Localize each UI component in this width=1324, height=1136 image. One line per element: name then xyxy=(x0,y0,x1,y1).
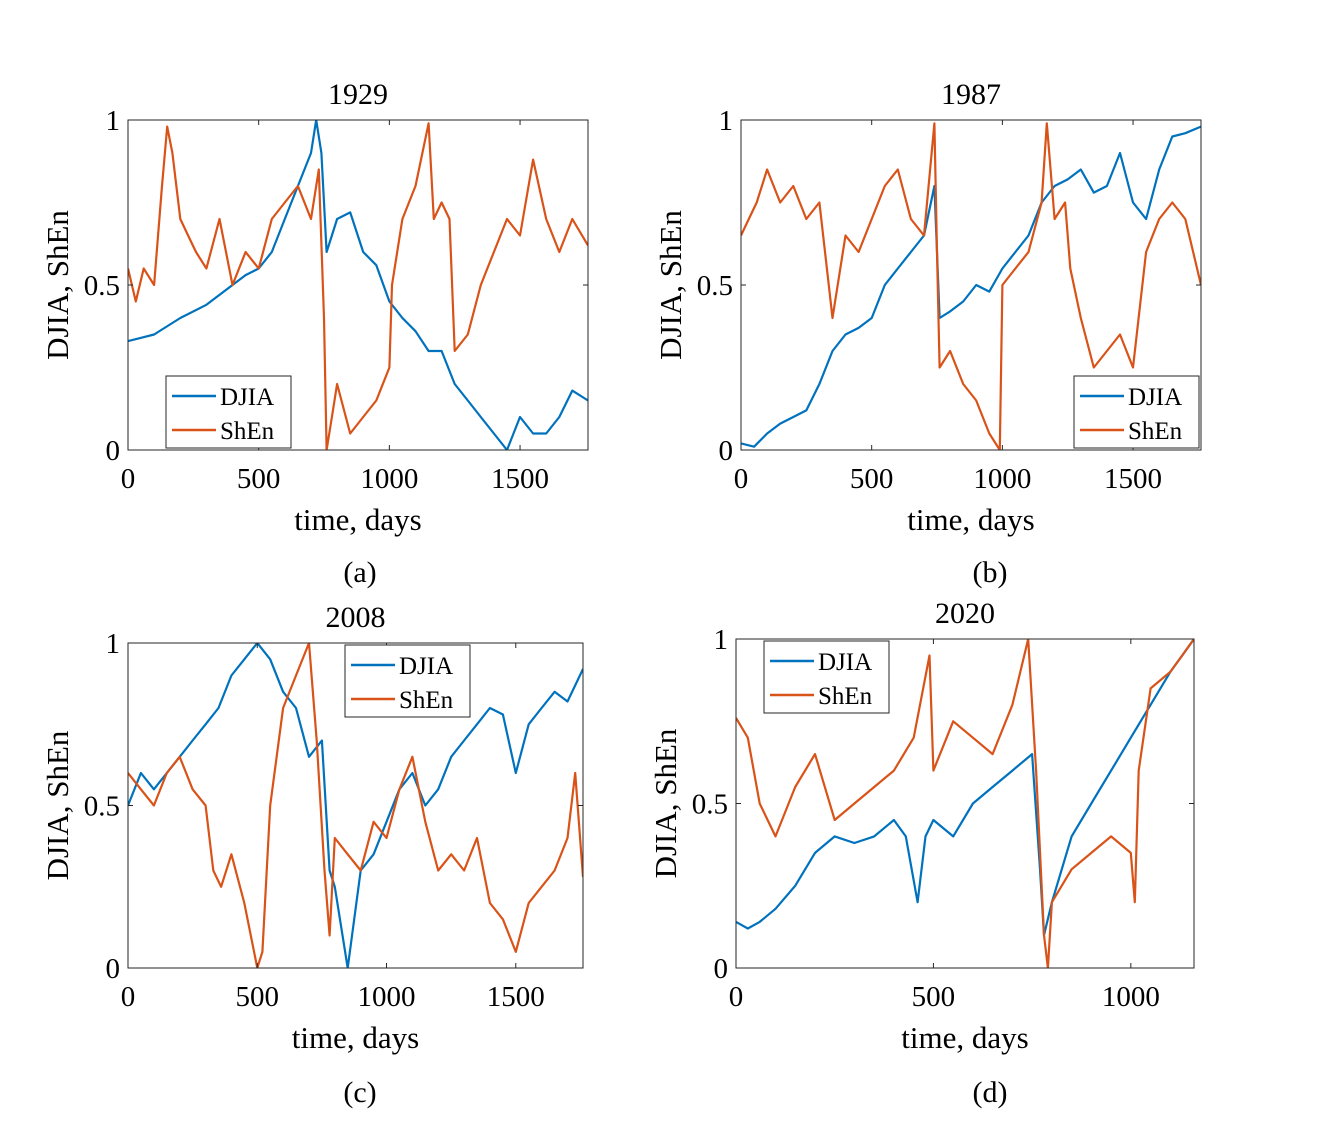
y-tick-label: 0 xyxy=(106,953,121,985)
legend-label-djia: DJIA xyxy=(1128,384,1182,411)
y-axis-label: DJIA, ShEn xyxy=(648,728,683,878)
x-tick-label: 1000 xyxy=(358,981,416,1013)
chart-title: 1987 xyxy=(941,78,1001,111)
series-line-djia xyxy=(128,120,588,450)
panel-3: 0 500 1000 1500 0 0.5 1 2008 time, days DJIA, ShE… xyxy=(40,601,584,1109)
y-tick-label: 0 xyxy=(106,435,121,467)
series-line-shen xyxy=(128,122,588,450)
y-tick-label: 0.5 xyxy=(84,270,120,302)
x-tick-label: 1500 xyxy=(1104,463,1162,495)
x-tick-label: 500 xyxy=(912,981,956,1013)
y-tick-label: 1 xyxy=(106,628,121,660)
legend-box xyxy=(763,640,890,714)
y-tick-label: 0.5 xyxy=(697,270,733,302)
x-axis-label: time, days xyxy=(294,502,421,537)
legend-label-shen: ShEn xyxy=(399,687,454,714)
plot-area xyxy=(736,639,1194,968)
x-tick-label: 0 xyxy=(729,981,744,1013)
panel-caption: (d) xyxy=(973,1076,1008,1109)
legend: DJIA ShEn xyxy=(763,640,890,714)
y-tick-label: 0 xyxy=(719,435,734,467)
x-tick-label: 1000 xyxy=(360,463,418,495)
y-tick-label: 1 xyxy=(106,105,121,137)
series-line-djia xyxy=(741,125,1201,448)
series-line-djia xyxy=(128,643,583,968)
y-tick-label: 0 xyxy=(714,953,729,985)
chart-title: 2020 xyxy=(935,597,995,630)
panel-1: 0 500 1000 1500 0 0.5 1 1929 time, days DJIA, ShE… xyxy=(40,78,589,589)
panel-caption: (c) xyxy=(343,1076,376,1109)
legend-label-djia: DJIA xyxy=(818,649,872,676)
y-axis-label: DJIA, ShEn xyxy=(653,210,688,360)
series-line-shen xyxy=(128,643,583,968)
x-axis-label: time, days xyxy=(907,502,1034,537)
series-line-djia xyxy=(736,639,1194,937)
panel-caption: (a) xyxy=(343,556,376,589)
x-tick-label: 1000 xyxy=(973,463,1031,495)
legend: DJIA ShEn xyxy=(1073,375,1200,449)
y-tick-label: 0.5 xyxy=(84,791,120,823)
panel-4: 0 500 1000 0 0.5 1 2020 time, days DJIA, ShEn (d)… xyxy=(648,597,1195,1109)
chart-title: 2008 xyxy=(326,601,386,634)
legend-box xyxy=(1073,375,1200,449)
legend-label-shen: ShEn xyxy=(1128,418,1183,445)
x-tick-label: 500 xyxy=(237,463,281,495)
x-tick-label: 1500 xyxy=(487,981,545,1013)
x-tick-label: 500 xyxy=(850,463,894,495)
y-axis-label: DJIA, ShEn xyxy=(40,730,75,880)
x-axis-label: time, days xyxy=(901,1020,1028,1055)
x-axis-label: time, days xyxy=(292,1020,419,1055)
legend-label-djia: DJIA xyxy=(399,653,453,680)
y-tick-label: 1 xyxy=(719,105,734,137)
legend-box xyxy=(344,644,471,718)
x-tick-label: 500 xyxy=(236,981,280,1013)
legend-label-djia: DJIA xyxy=(220,384,274,411)
x-tick-label: 1000 xyxy=(1102,981,1160,1013)
x-tick-label: 1500 xyxy=(491,463,549,495)
plot-area xyxy=(128,120,588,450)
legend-box xyxy=(165,375,292,449)
legend: DJIA ShEn xyxy=(344,644,471,718)
x-tick-label: 0 xyxy=(121,981,136,1013)
plot-area xyxy=(741,122,1201,450)
chart-title: 1929 xyxy=(328,78,388,111)
legend-label-shen: ShEn xyxy=(818,683,873,710)
y-axis-label: DJIA, ShEn xyxy=(40,210,75,360)
panel-2: 0 500 1000 1500 0 0.5 1 1987 time, days DJIA, ShE… xyxy=(653,78,1202,589)
series-line-shen xyxy=(736,639,1194,968)
y-tick-label: 0.5 xyxy=(692,789,728,821)
x-tick-label: 0 xyxy=(734,463,749,495)
panel-caption: (b) xyxy=(973,556,1008,589)
legend: DJIA ShEn xyxy=(165,375,292,449)
legend-label-shen: ShEn xyxy=(220,418,275,445)
plot-area xyxy=(128,643,583,968)
series-line-shen xyxy=(741,122,1201,450)
x-tick-label: 0 xyxy=(121,463,136,495)
y-tick-label: 1 xyxy=(714,624,729,656)
